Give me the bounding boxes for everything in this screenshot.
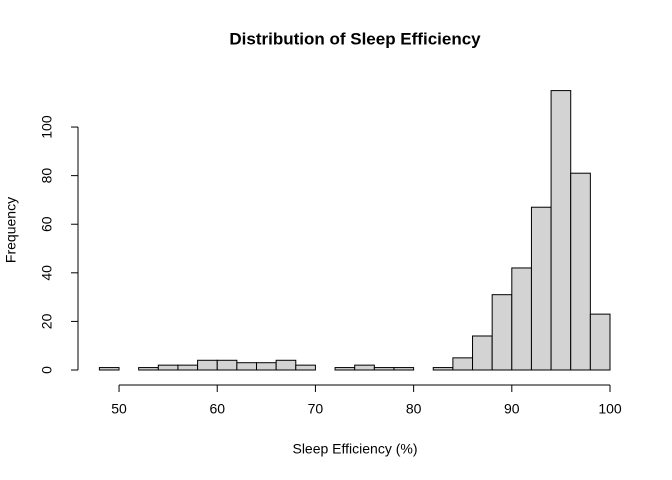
x-tick-label: 60 [209, 401, 225, 417]
x-tick-label: 70 [308, 401, 324, 417]
x-tick-label: 50 [111, 401, 127, 417]
bar [98, 367, 120, 371]
chart-title: Distribution of Sleep Efficiency [229, 29, 481, 48]
bar [530, 206, 552, 371]
bar [334, 367, 356, 371]
bar [354, 364, 375, 371]
bar [236, 362, 258, 371]
bar [570, 172, 591, 371]
y-tick-label: 0 [39, 366, 55, 374]
bar [157, 364, 179, 371]
bar [138, 367, 159, 371]
y-axis-label: Frequency [3, 197, 19, 263]
y-tick-label: 20 [39, 313, 55, 329]
bar [589, 313, 611, 371]
y-tick-label: 80 [39, 168, 55, 184]
x-tick-label: 80 [406, 401, 422, 417]
x-axis-label: Sleep Efficiency (%) [292, 441, 417, 457]
bar [550, 90, 572, 371]
bar [472, 335, 493, 371]
bar [511, 267, 532, 371]
bar [452, 357, 474, 371]
bar [432, 367, 454, 371]
bar [256, 362, 277, 371]
y-tick-label: 40 [39, 265, 55, 281]
bar [216, 359, 238, 371]
x-tick-label: 90 [504, 401, 520, 417]
bar [491, 294, 513, 371]
y-tick-label: 60 [39, 216, 55, 232]
bar [373, 367, 395, 371]
bar [197, 359, 218, 371]
bar [393, 367, 415, 371]
bar [295, 364, 316, 371]
bar [275, 359, 297, 371]
bar [177, 364, 199, 371]
x-tick-label: 100 [598, 401, 622, 417]
y-tick-label: 100 [39, 115, 55, 139]
